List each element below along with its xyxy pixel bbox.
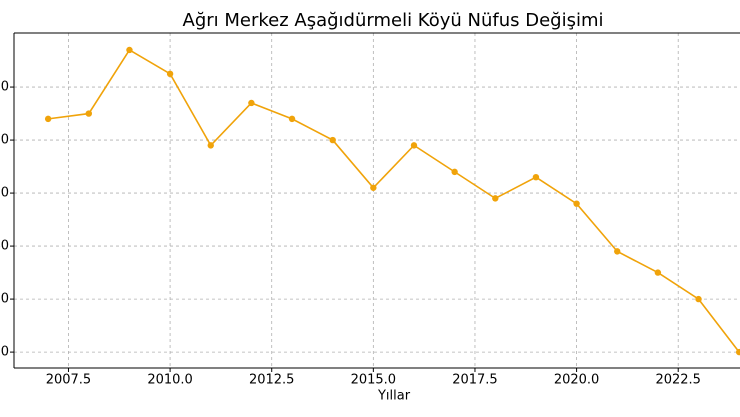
point bbox=[207, 142, 214, 149]
point bbox=[248, 99, 255, 107]
point bbox=[126, 46, 133, 54]
y-tick-label: 520 bbox=[0, 292, 9, 307]
x-tick-label: 2010.0 bbox=[147, 373, 193, 388]
point bbox=[492, 195, 499, 202]
x-tick-label: 2007.5 bbox=[46, 373, 92, 388]
point bbox=[451, 168, 458, 176]
point bbox=[370, 184, 377, 191]
point bbox=[654, 269, 662, 276]
y-tick-label: 540 bbox=[0, 239, 9, 254]
line bbox=[48, 48, 740, 353]
x-tick-label: 2020.0 bbox=[554, 373, 600, 388]
y-tick-label: 580 bbox=[0, 133, 9, 148]
x-tick-label: 2012.5 bbox=[249, 373, 295, 388]
chart-title: Ağrı Merkez Aşağıdürmeli Köyü Nüfus Deği… bbox=[183, 10, 604, 31]
point bbox=[85, 110, 92, 117]
point bbox=[410, 142, 418, 149]
point bbox=[614, 248, 621, 255]
point bbox=[166, 70, 174, 78]
point bbox=[532, 173, 540, 181]
point bbox=[735, 348, 740, 356]
x-axis-label: Yıllar bbox=[377, 389, 411, 404]
point bbox=[44, 115, 52, 123]
y-tick-label: 500 bbox=[0, 345, 9, 360]
x-tick-label: 2022.5 bbox=[655, 373, 701, 388]
y-tick-label: 600 bbox=[0, 80, 9, 95]
point bbox=[573, 200, 580, 207]
point bbox=[288, 115, 296, 123]
x-tick-label: 2015.0 bbox=[351, 373, 397, 388]
x-tick-label: 2017.5 bbox=[452, 373, 498, 388]
point bbox=[695, 295, 702, 303]
y-tick-label: 560 bbox=[0, 186, 9, 201]
point bbox=[329, 136, 336, 144]
